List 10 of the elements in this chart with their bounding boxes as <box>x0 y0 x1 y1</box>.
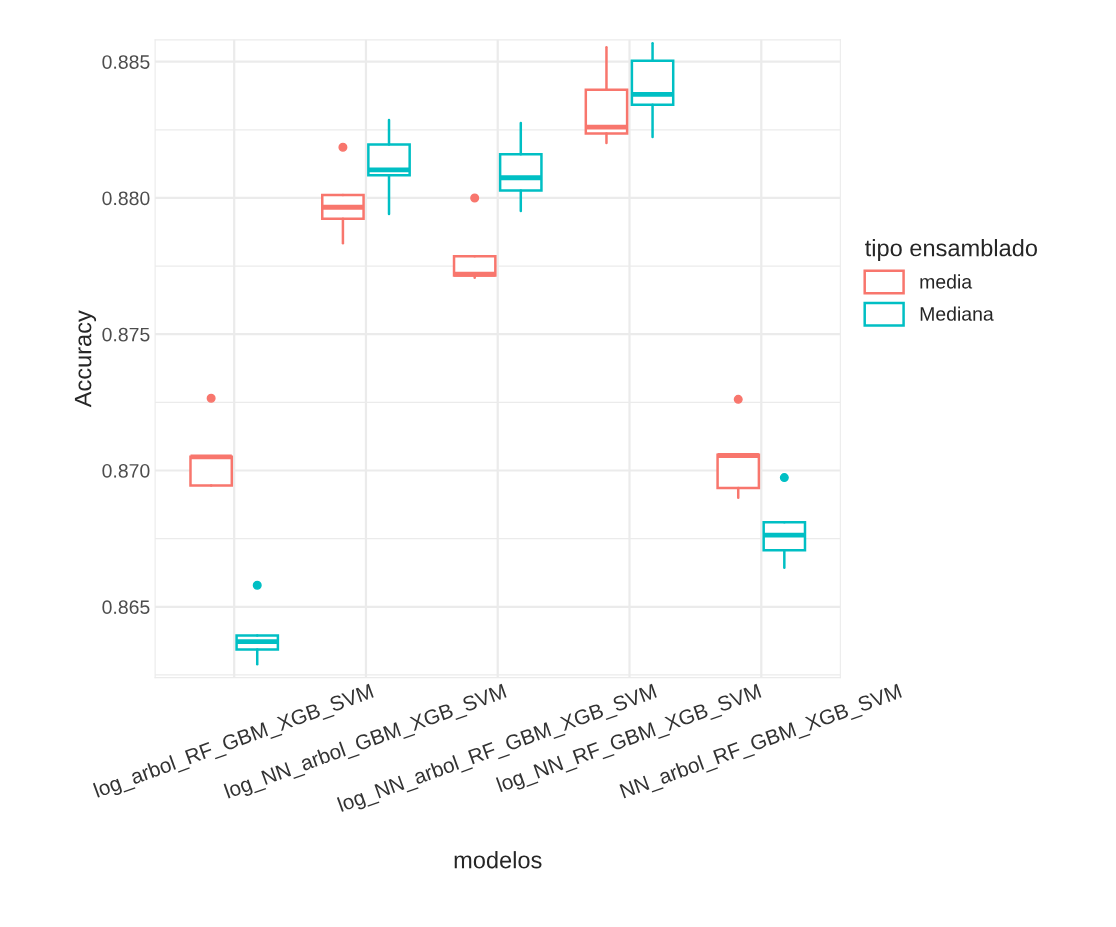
x-axis-title: modelos <box>454 851 542 869</box>
legend-label: Mediana <box>920 306 994 321</box>
y-axis-title: Accuracy <box>74 310 97 408</box>
y-tick-label: 0.875 <box>102 327 150 342</box>
y-tick-label: 0.870 <box>102 463 150 478</box>
legend-title: tipo ensamblado <box>865 239 1037 262</box>
y-tick-label: 0.880 <box>102 191 150 206</box>
legend-label: media <box>920 274 973 289</box>
y-tick-label: 0.865 <box>102 600 150 615</box>
y-tick-label: 0.885 <box>102 55 150 69</box>
